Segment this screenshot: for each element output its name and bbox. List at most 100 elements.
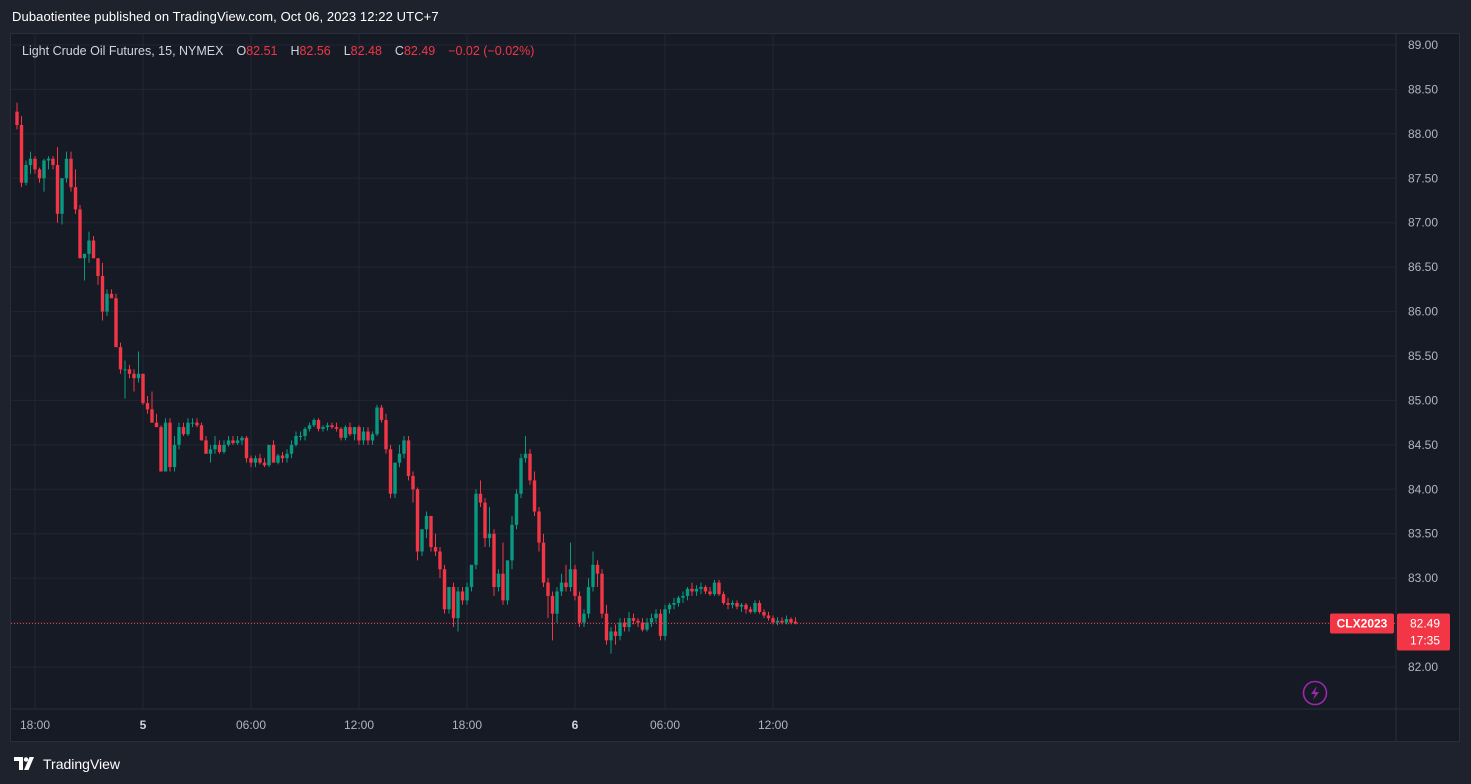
candle-body [33, 158, 37, 170]
candle-body [438, 551, 442, 570]
candle [600, 569, 604, 619]
candle [213, 435, 217, 454]
candle-body [181, 427, 186, 435]
candle-body [370, 434, 375, 441]
candle [127, 364, 132, 379]
price-axis[interactable]: 89.00 88.50 88.00 87.50 87.00 86.50 86.00 85.50… [1408, 38, 1438, 674]
candle [577, 591, 582, 628]
candle-body [505, 560, 510, 601]
candle [204, 435, 208, 454]
candle-body [703, 587, 708, 592]
candle [505, 560, 510, 605]
time-tick-label: 12:00 [758, 718, 788, 732]
candle [627, 611, 631, 632]
candle [604, 604, 609, 645]
candle-body [501, 573, 505, 601]
candle [465, 582, 469, 605]
candle [573, 564, 577, 601]
candle [640, 618, 645, 632]
candle-body [312, 419, 316, 426]
candle [762, 609, 766, 619]
candle-body [681, 595, 685, 598]
candle [267, 444, 271, 468]
time-axis[interactable]: 18:00 5 06:00 12:00 18:00 6 06:00 12:00 [20, 718, 788, 732]
candle [289, 440, 294, 459]
tradingview-brand[interactable]: TradingView [14, 755, 120, 773]
candle-body [550, 595, 555, 614]
candle-body [649, 618, 654, 623]
candle [330, 422, 334, 429]
price-tick-label: 88.50 [1408, 82, 1438, 96]
candle-body [793, 621, 798, 624]
candle [708, 587, 712, 596]
candle [285, 449, 289, 463]
candle [82, 253, 87, 281]
candle-body [37, 169, 42, 179]
candle-body [676, 597, 681, 604]
candle [748, 606, 753, 614]
chart-svg[interactable]: 89.00 88.50 88.00 87.50 87.00 86.50 86.00 85.50… [11, 34, 1460, 742]
candle [222, 440, 226, 454]
candle-body [645, 622, 649, 630]
candle-body [352, 427, 357, 435]
candle [519, 453, 523, 499]
candle [109, 289, 114, 299]
candle-body [487, 533, 492, 539]
candle-body [339, 428, 343, 438]
candle [15, 102, 19, 130]
candle [258, 453, 262, 465]
candle [361, 427, 366, 445]
candle [582, 609, 586, 628]
candle-body [253, 458, 258, 463]
candles [15, 102, 798, 654]
candle [510, 515, 514, 570]
candle-body [699, 587, 703, 589]
candle [460, 587, 465, 605]
candle-body [159, 427, 163, 472]
candle [384, 413, 388, 454]
candle [46, 156, 51, 170]
candle-body [541, 542, 546, 583]
candle [537, 507, 541, 552]
candle-body [271, 444, 276, 463]
candle [235, 435, 240, 445]
candle-body [627, 618, 631, 628]
candle [87, 231, 91, 263]
candle-body [231, 440, 235, 444]
candle [739, 603, 744, 612]
candle-body [150, 409, 154, 423]
candle [649, 613, 654, 628]
price-tick-label: 87.00 [1408, 216, 1438, 230]
price-tag: 82.49 17:35 [1397, 613, 1450, 651]
candle-body [712, 582, 717, 595]
candle-body [177, 427, 181, 445]
candle [375, 404, 379, 436]
symbol-tag-background [1330, 613, 1394, 634]
candle-body [307, 425, 312, 429]
candle-body [474, 493, 478, 565]
candle-body [478, 493, 483, 503]
candle-body [573, 569, 577, 596]
candle [667, 603, 672, 614]
legend-open-key: O [236, 44, 247, 58]
candle [654, 609, 658, 623]
candle [168, 418, 172, 472]
candle-body [343, 427, 348, 438]
candle [325, 422, 330, 431]
candle [19, 116, 24, 188]
candle [388, 444, 393, 499]
candle-body [186, 422, 190, 435]
candle-body [663, 609, 667, 636]
candle-body [154, 422, 159, 428]
candle-body [730, 603, 735, 605]
candle [271, 440, 276, 463]
candle [397, 444, 402, 468]
candle-body [640, 622, 645, 630]
candle [618, 618, 622, 641]
lightning-icon[interactable] [1302, 680, 1328, 706]
candle [159, 425, 163, 472]
candle-body [55, 164, 60, 214]
candle-body [721, 594, 726, 604]
chart-panel[interactable]: 89.00 88.50 88.00 87.50 87.00 86.50 86.00 85.50… [10, 33, 1460, 742]
candle-body [771, 618, 775, 623]
